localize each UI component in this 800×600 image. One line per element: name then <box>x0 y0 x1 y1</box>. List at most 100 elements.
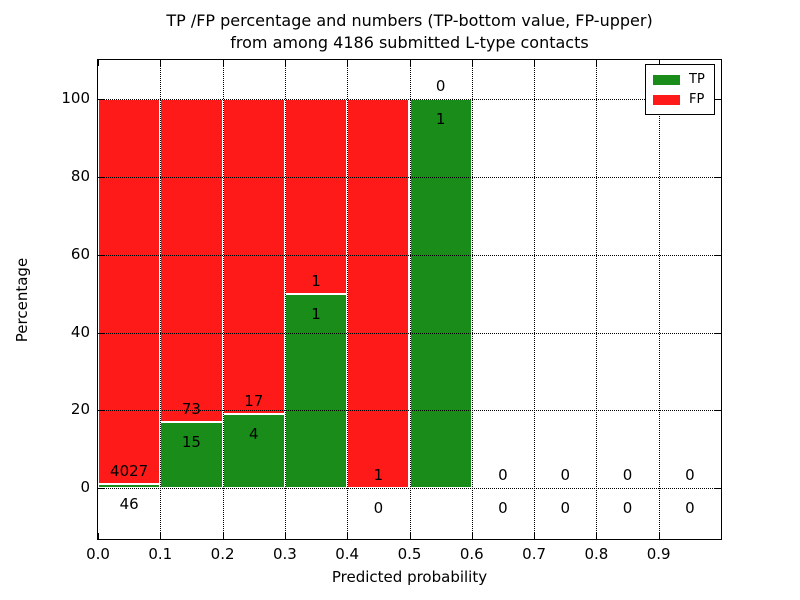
x-tickmark <box>471 533 473 539</box>
x-tick-label: 0.9 <box>646 545 671 563</box>
y-tickmark <box>98 98 104 100</box>
y-tickmark-right <box>715 98 721 100</box>
tp-count-label: 0 <box>685 499 695 518</box>
x-tickmark <box>284 533 286 539</box>
x-tick-label: 0.4 <box>335 545 360 563</box>
tp-count-label: 1 <box>435 109 446 128</box>
fp-count-label: 73 <box>181 399 201 418</box>
x-tickmark-top <box>160 60 162 66</box>
x-tickmark-top <box>284 60 286 66</box>
x-tickmark-top <box>98 60 99 66</box>
y-tickmark <box>98 254 104 256</box>
tp-bar-segment <box>222 414 285 489</box>
x-tickmark-top <box>347 60 349 66</box>
y-tickmark <box>98 410 104 412</box>
legend-swatch-fp <box>653 95 680 105</box>
y-tick-label: 0 <box>80 478 90 497</box>
plot-area: 4027 46 73 15 17 4 1 1 1 0 0 1 0 0 0 0 0 0 0 0 0.0 0.1 0.2 0.3 0… <box>61 59 722 563</box>
x-tickmark <box>409 533 411 539</box>
gridline-vertical <box>284 60 286 539</box>
y-tick-label: 60 <box>70 244 90 263</box>
gridline-vertical <box>658 60 660 539</box>
gridline-horizontal <box>98 176 721 178</box>
tp-count-label: 0 <box>498 499 508 518</box>
legend-entry-tp: TP <box>653 70 707 90</box>
x-axis-label: Predicted probability <box>331 568 488 586</box>
x-tickmark-top <box>222 60 224 66</box>
x-tickmark-top <box>658 60 660 66</box>
y-tickmark <box>98 176 104 178</box>
x-tick-label: 0.0 <box>86 545 110 563</box>
gridline-vertical <box>596 60 598 539</box>
fp-bar-segment <box>98 98 161 484</box>
x-tickmark-top <box>409 60 411 66</box>
y-tickmark-right <box>715 176 721 178</box>
gridline-vertical <box>222 60 224 539</box>
x-tickmark-top <box>596 60 598 66</box>
gridline-horizontal <box>98 488 721 490</box>
chart-title-line1: TP /FP percentage and numbers (TP-bottom… <box>166 11 653 30</box>
y-tickmark-right <box>715 332 721 334</box>
x-tick-label: 0.7 <box>522 545 547 563</box>
fp-count-label: 0 <box>622 466 633 485</box>
tp-count-label: 15 <box>181 432 201 451</box>
y-tick-label: 40 <box>70 322 90 341</box>
x-tickmark <box>98 533 99 539</box>
fp-bar-segment <box>160 98 223 422</box>
chart-title: TP /FP percentage and numbers (TP-bottom… <box>97 10 722 54</box>
y-tick-label: 20 <box>70 400 90 419</box>
x-tickmark <box>347 533 349 539</box>
fp-count-label: 1 <box>373 466 384 485</box>
fp-count-label: 0 <box>685 466 695 485</box>
gridline-vertical <box>534 60 536 539</box>
fp-bar-segment <box>347 98 410 489</box>
y-tickmark <box>98 488 104 490</box>
x-tick-label: 0.3 <box>272 545 297 563</box>
fp-bar-segment <box>222 98 285 415</box>
legend: TP FP <box>645 64 715 115</box>
y-tickmark-right <box>715 488 721 490</box>
tp-count-label: 4 <box>248 425 259 444</box>
y-tick-label: 80 <box>70 166 90 185</box>
tp-bar-segment <box>160 421 223 489</box>
legend-label: FP <box>689 92 705 107</box>
gridline-horizontal <box>98 254 721 256</box>
x-tickmark <box>160 533 162 539</box>
x-tickmark-top <box>471 60 473 66</box>
gridline-horizontal <box>98 410 721 412</box>
x-tickmark <box>534 533 536 539</box>
chart-title-line2: from among 4186 submitted L-type contact… <box>230 33 589 52</box>
y-tick-label: 100 <box>61 88 90 107</box>
gridline-vertical <box>160 60 162 539</box>
x-tickmark-top <box>534 60 536 66</box>
fp-bar-segment <box>284 98 348 294</box>
tp-bar-segment <box>409 98 472 489</box>
fp-count-label: 1 <box>311 271 321 290</box>
tp-count-label: 1 <box>311 304 321 323</box>
tp-count-label: 46 <box>119 494 139 513</box>
tp-count-label: 0 <box>373 499 384 518</box>
legend-entry-fp: FP <box>653 90 707 110</box>
y-tickmark <box>98 332 104 334</box>
tp-count-label: 0 <box>560 499 571 518</box>
fp-count-label: 17 <box>244 392 264 411</box>
y-axis-label: Percentage <box>13 257 31 343</box>
x-tick-label: 0.8 <box>584 545 609 563</box>
legend-swatch-tp <box>653 75 680 85</box>
x-tickmark <box>222 533 224 539</box>
tp-count-label: 0 <box>622 499 633 518</box>
y-tickmark-right <box>715 254 721 256</box>
gridline-vertical <box>347 60 349 539</box>
gridline-vertical <box>471 60 473 539</box>
x-tick-label: 0.6 <box>459 545 484 563</box>
gridline-horizontal <box>98 332 721 334</box>
tp-bar-segment <box>284 293 348 489</box>
y-tickmark-right <box>715 410 721 412</box>
fp-count-label: 0 <box>435 76 446 95</box>
legend-label: TP <box>689 72 705 87</box>
gridline-horizontal <box>98 98 721 100</box>
x-tickmark <box>658 533 660 539</box>
x-tick-label: 0.1 <box>148 545 173 563</box>
fp-count-label: 0 <box>498 466 508 485</box>
